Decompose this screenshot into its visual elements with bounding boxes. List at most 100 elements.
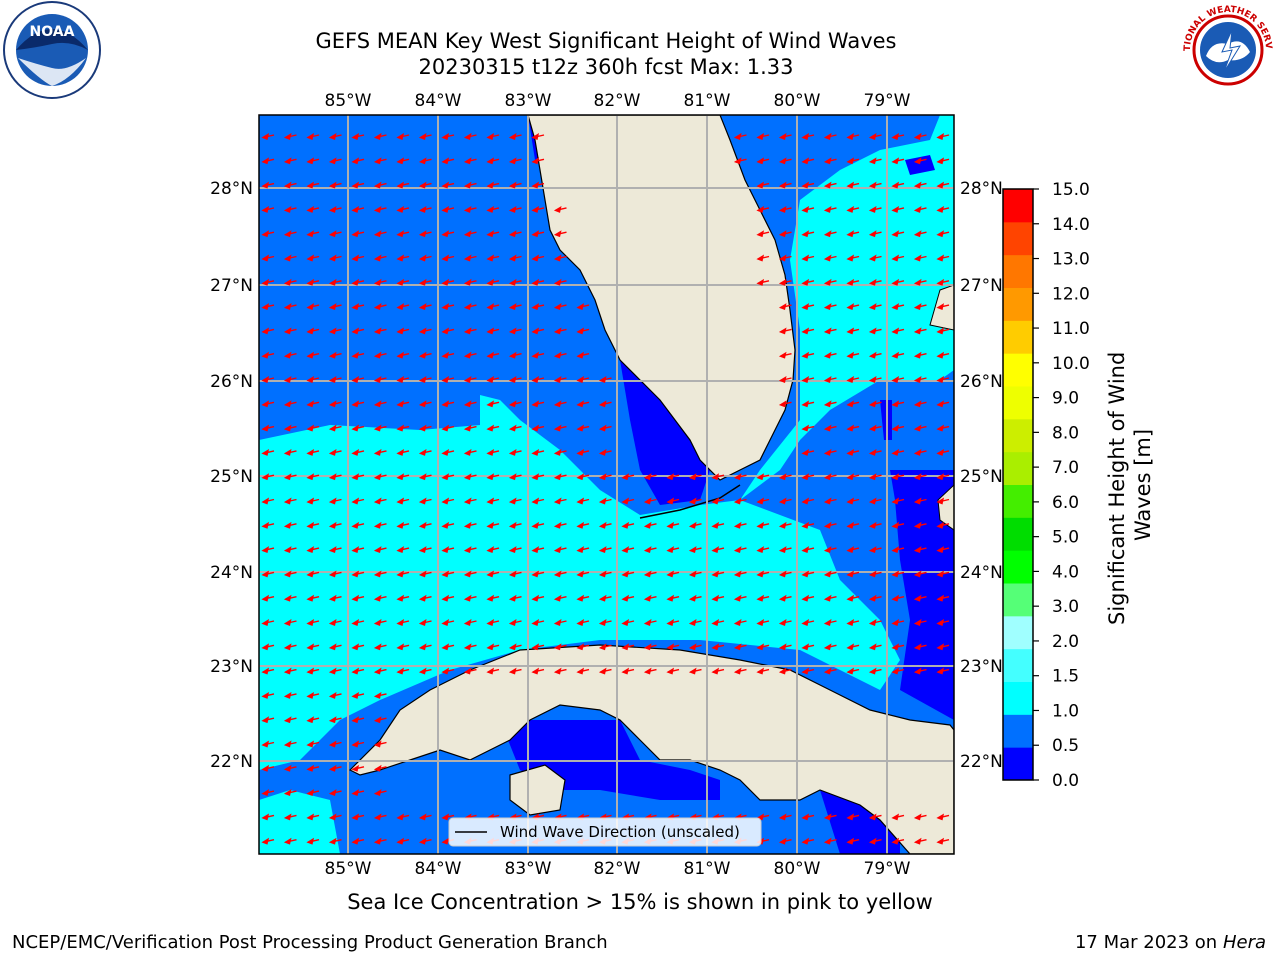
wave-arrow-head	[891, 837, 900, 845]
wave-arrow-head	[418, 157, 427, 165]
footer-branch: NCEP/EMC/Verification Post Processing Pr…	[12, 932, 608, 953]
wave-arrow-head	[733, 497, 742, 505]
wave-arrow-head	[913, 157, 922, 165]
lat-label: 22°N	[210, 752, 253, 772]
wave-arrow-head	[373, 230, 382, 238]
wave-arrow-head	[441, 254, 450, 262]
wave-arrow-head	[351, 594, 360, 602]
lon-label: 81°W	[684, 859, 731, 879]
wave-arrow-head	[553, 521, 562, 529]
wave-arrow-head	[283, 181, 292, 189]
wave-arrow-head	[373, 303, 382, 311]
wave-arrow-head	[936, 230, 945, 238]
wave-arrow-head	[823, 448, 832, 456]
wave-arrow-head	[328, 764, 337, 772]
wave-arrow-head	[306, 303, 315, 311]
wave-arrow-head	[576, 594, 585, 602]
wave-arrow-head	[261, 230, 270, 238]
wave-arrow-head	[261, 327, 270, 335]
wave-arrow-head	[913, 278, 922, 286]
wave-arrow-head	[486, 205, 495, 213]
wave-arrow-head	[418, 667, 427, 675]
wave-arrow-head	[666, 667, 675, 675]
wave-arrow-head	[823, 230, 832, 238]
wave-arrow-head	[261, 376, 270, 383]
wave-arrow-head	[823, 570, 832, 578]
wave-arrow-head	[328, 254, 337, 262]
wave-arrow-head	[486, 473, 495, 481]
wave-arrow-head	[486, 400, 495, 408]
wave-arrow-head	[778, 400, 787, 408]
wave-arrow-head	[846, 521, 855, 529]
wave-arrow-head	[846, 351, 855, 359]
wave-arrow-head	[418, 351, 427, 359]
wave-arrow-head	[508, 181, 517, 189]
wave-arrow-head	[756, 133, 765, 140]
wave-arrow-head	[756, 181, 765, 189]
wave-arrow-head	[846, 133, 855, 140]
wave-arrow-head	[396, 157, 405, 165]
wave-arrow-head	[373, 667, 382, 675]
wave-arrow-head	[936, 546, 945, 554]
wave-arrow-head	[261, 400, 270, 408]
colorbar-label-line2: Waves [m]	[1131, 429, 1155, 541]
wave-arrow-head	[418, 813, 427, 821]
wave-arrow-head	[486, 643, 495, 651]
wave-arrow-head	[531, 667, 540, 675]
colorbar-tick-label: 8.0	[1052, 423, 1079, 443]
wave-arrow-head	[846, 813, 855, 821]
wave-arrow-head	[396, 351, 405, 359]
wave-arrow-head	[913, 497, 922, 505]
wave-arrow-head	[553, 667, 562, 675]
wave-arrow-head	[913, 473, 922, 481]
wave-arrow-head	[688, 594, 697, 602]
wave-arrow-head	[261, 133, 270, 140]
colorbar-tick-label: 0.0	[1052, 771, 1079, 791]
colorbar-swatch	[1003, 221, 1033, 256]
wave-arrow-head	[913, 837, 922, 845]
wave-arrow-head	[486, 157, 495, 165]
wave-arrow-head	[261, 448, 270, 456]
wave-arrow-head	[553, 351, 562, 359]
wave-arrow-head	[801, 351, 810, 359]
wave-arrow-head	[621, 667, 630, 675]
wave-arrow-head	[846, 327, 855, 335]
nws-logo: NATIONAL WEATHER SERVICE	[1172, 0, 1280, 100]
wave-arrow-head	[463, 133, 472, 140]
lat-label: 27°N	[210, 276, 253, 296]
wave-arrow-head	[351, 789, 360, 797]
wave-arrow-head	[418, 546, 427, 554]
wave-arrow-head	[328, 473, 337, 481]
wave-arrow-head	[598, 667, 607, 675]
wave-arrow-head	[936, 424, 945, 432]
wave-arrow-head	[621, 570, 630, 578]
wave-arrow-head	[778, 837, 787, 845]
wave-arrow-head	[463, 303, 472, 311]
wave-arrow-head	[508, 254, 517, 262]
wave-arrow-head	[936, 837, 945, 845]
wave-arrow-head	[531, 133, 540, 140]
lon-label: 84°W	[415, 91, 462, 111]
wave-arrow-head	[576, 303, 585, 311]
wave-arrow-head	[508, 327, 517, 335]
wave-arrow-head	[396, 448, 405, 456]
wave-arrow-head	[283, 643, 292, 651]
wave-arrow-head	[868, 230, 877, 238]
wave-arrow-head	[823, 278, 832, 286]
wave-arrow-head	[441, 497, 450, 505]
wave-arrow-head	[463, 473, 472, 481]
wave-arrow-head	[576, 400, 585, 408]
wave-arrow-head	[283, 133, 292, 140]
wave-arrow-head	[756, 570, 765, 578]
lon-label: 82°W	[594, 91, 641, 111]
wave-arrow-head	[553, 205, 562, 213]
wave-arrow-head	[373, 837, 382, 845]
wave-arrow-head	[418, 570, 427, 578]
wave-arrow-head	[823, 133, 832, 140]
wave-arrow-head	[328, 133, 337, 140]
wave-arrow-head	[936, 327, 945, 335]
wave-arrow-head	[486, 570, 495, 578]
map-area	[259, 115, 954, 854]
colorbar-swatch	[1003, 386, 1033, 420]
wave-arrow-head	[756, 594, 765, 602]
